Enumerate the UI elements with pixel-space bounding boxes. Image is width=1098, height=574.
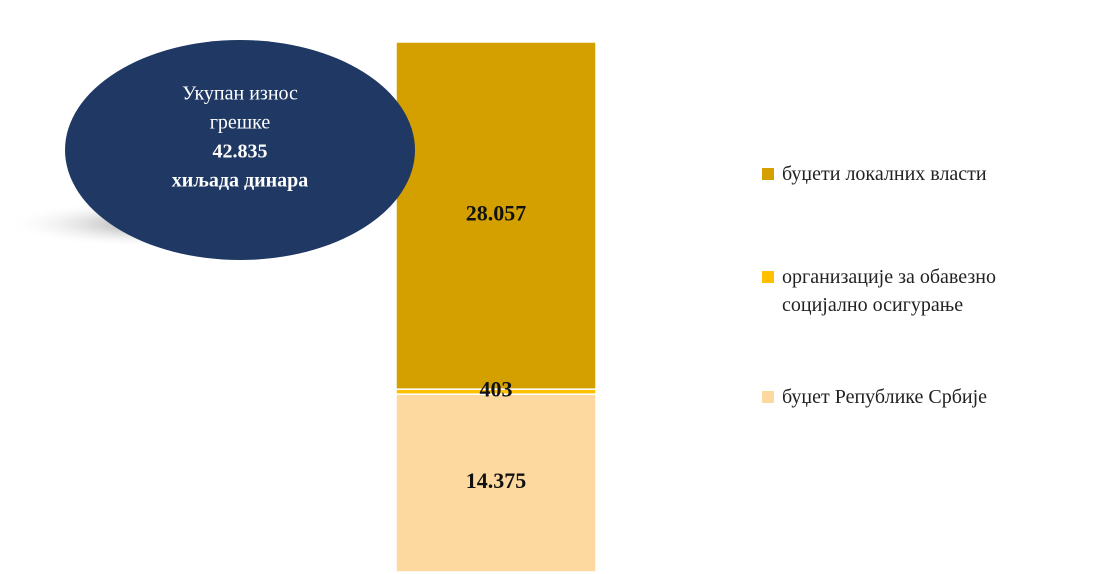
annotation-line: Укупан износ [182, 83, 298, 105]
annotation-line: 42.835 [213, 141, 268, 163]
legend-label: организације за обавезно социјално осигу… [782, 266, 996, 316]
legend-item: организације за обавезно социјално осигу… [762, 263, 1012, 319]
value-label: 14.375 [466, 468, 527, 493]
annotation: Укупан износ грешке 42.835 хиљада динара [172, 83, 309, 192]
value-labels: 14.375 403 28.057 [466, 201, 527, 493]
total-bubble [65, 40, 415, 260]
bar-segment [395, 41, 597, 390]
legend-item: буџети локалних власти [762, 160, 1012, 188]
legend-swatch [762, 271, 774, 283]
legend-swatch [762, 168, 774, 180]
annotation-line: хиљада динара [172, 170, 309, 192]
value-label: 28.057 [466, 201, 527, 226]
annotation-line: грешке [210, 112, 271, 134]
value-label: 403 [480, 377, 513, 402]
bars [395, 41, 597, 573]
legend-label: буџет Републике Србије [782, 386, 988, 408]
bar-segment [395, 393, 597, 573]
legend-item: буџет Републике Србије [762, 383, 1012, 411]
legend-label: буџети локалних власти [782, 163, 987, 185]
legend-swatch [762, 391, 774, 403]
